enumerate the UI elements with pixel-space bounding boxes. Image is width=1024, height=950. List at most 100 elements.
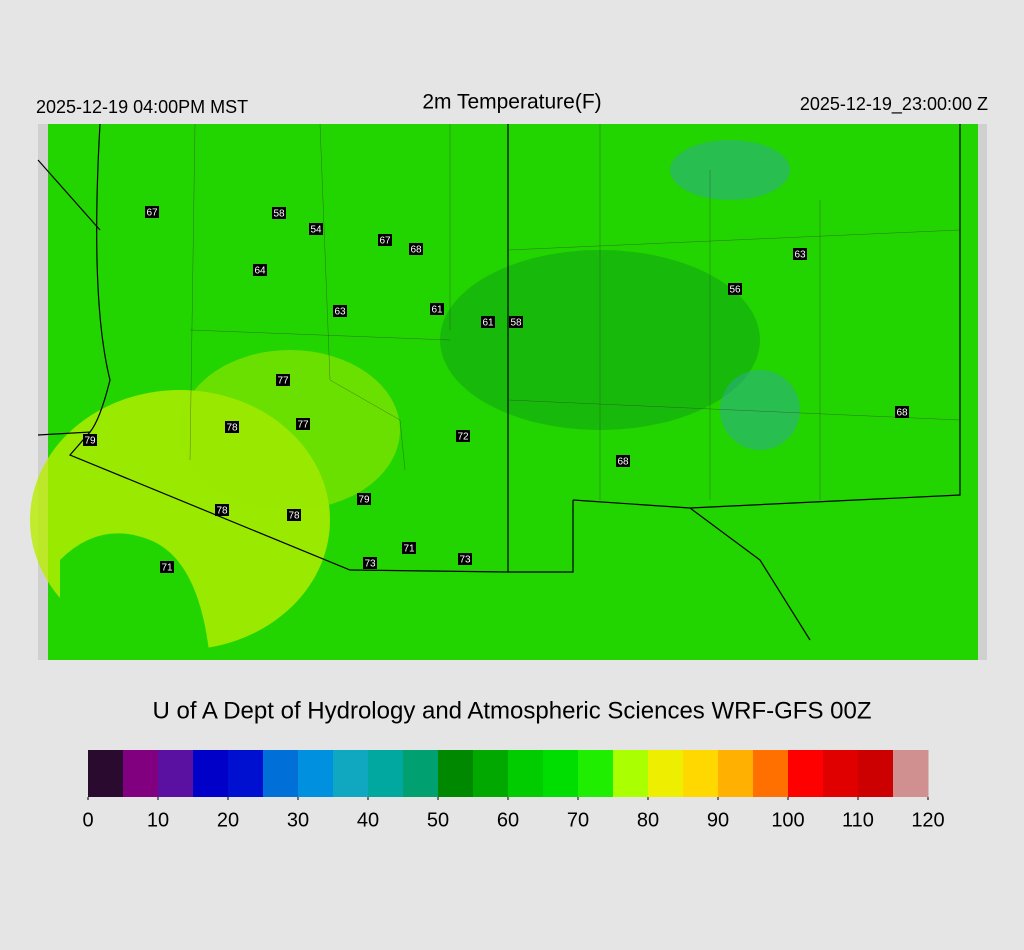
colorbar-segment [88, 750, 124, 797]
station-box [616, 455, 630, 467]
station-temp: 73 [364, 559, 376, 570]
station-box [145, 206, 159, 218]
colorbar-tick-label: 70 [567, 809, 589, 831]
station-box [481, 316, 495, 328]
colorbar-tick-label: 80 [637, 809, 659, 831]
colorbar-segment [193, 750, 229, 797]
colorbar-segment [438, 750, 474, 797]
colorbar-segment [683, 750, 719, 797]
station-temp: 64 [254, 266, 266, 277]
colorbar-segment [578, 750, 614, 797]
colorbar-segment [823, 750, 859, 797]
map-title: 2m Temperature(F) [422, 91, 601, 114]
colorbar-segment [403, 750, 439, 797]
station-box [287, 509, 301, 521]
station-temp: 77 [277, 376, 289, 387]
colorbar-segment [298, 750, 334, 797]
colorbar-segment [508, 750, 544, 797]
station-temp: 72 [457, 432, 469, 443]
station-temp: 78 [226, 423, 238, 434]
station-temp: 68 [617, 457, 629, 468]
colorbar-tick-label: 10 [147, 809, 169, 831]
station-box [895, 406, 909, 418]
colorbar-segment [788, 750, 824, 797]
colorbar-segment [368, 750, 404, 797]
cool-area [720, 370, 800, 450]
station-temp: 63 [334, 307, 346, 318]
station-box [83, 434, 97, 446]
station-temp: 58 [273, 209, 285, 220]
utc-time: 2025-12-19_23:00:00 Z [800, 94, 988, 115]
station-box [225, 421, 239, 433]
colorbar-segment [613, 750, 649, 797]
station-box [402, 542, 416, 554]
station-box [378, 234, 392, 246]
station-box [430, 303, 444, 315]
station-box [793, 248, 807, 260]
colorbar-segment [123, 750, 159, 797]
colorbar-segment [893, 750, 929, 797]
station-box [276, 374, 290, 386]
colorbar-tick-label: 40 [357, 809, 379, 831]
colorbar-tick-label: 0 [82, 809, 93, 831]
colorbar-segment [858, 750, 894, 797]
borders [37, 123, 961, 641]
station-temp: 73 [459, 555, 471, 566]
station-temp: 79 [358, 495, 370, 506]
station-box [728, 283, 742, 295]
colorbar-segment [263, 750, 299, 797]
station-temp: 78 [216, 506, 228, 517]
colorbar-segment [473, 750, 509, 797]
colorbar-segment [543, 750, 579, 797]
colorbar-segment [333, 750, 369, 797]
station-temp: 77 [297, 420, 309, 431]
colorbar-segment [753, 750, 789, 797]
station-temp: 56 [729, 285, 741, 296]
warm-area [180, 350, 400, 510]
colorbar-tick-label: 110 [842, 809, 874, 831]
station-temp: 67 [146, 208, 158, 219]
station-temp: 79 [84, 436, 96, 447]
colorbar-segment [158, 750, 194, 797]
local-time: 2025-12-19 04:00PM MST [36, 97, 248, 117]
station-box [253, 264, 267, 276]
colorbar-segment [228, 750, 264, 797]
station-box [309, 223, 323, 235]
station-temp: 67 [379, 236, 391, 247]
station-temp: 68 [410, 245, 422, 256]
station-box [160, 561, 174, 573]
station-temp: 71 [403, 544, 415, 555]
station-box [409, 243, 423, 255]
colorbar-tick-label: 120 [911, 809, 944, 831]
station-labels: 67 58 54 67 68 64 63 61 61 58 56 63 77 78 77 72 79 68 68 79… [83, 206, 909, 574]
cool-area [670, 140, 790, 200]
colorbar: 0 10 20 30 40 50 60 70 80 90 100 110 120 [82, 750, 945, 831]
station-box [215, 504, 229, 516]
credit: U of A Dept of Hydrology and Atmospheric… [153, 697, 872, 724]
station-temp: 58 [510, 318, 522, 329]
station-box [458, 553, 472, 565]
station-temp: 54 [310, 225, 322, 236]
station-temp: 61 [431, 305, 443, 316]
colorbar-segment [648, 750, 684, 797]
station-box [272, 207, 286, 219]
colorbar-tick-label: 30 [287, 809, 309, 831]
station-box [509, 316, 523, 328]
county-lines [189, 123, 961, 500]
colorbar-tick-label: 90 [707, 809, 729, 831]
station-temp: 63 [794, 250, 806, 261]
station-box [357, 493, 371, 505]
station-temp: 71 [161, 563, 173, 574]
station-box [456, 430, 470, 442]
colorbar-tick-label: 100 [771, 809, 804, 831]
station-box [296, 418, 310, 430]
station-box [363, 557, 377, 569]
station-temp: 78 [288, 511, 300, 522]
colorbar-tick-label: 20 [217, 809, 239, 831]
colorbar-tick-label: 60 [497, 809, 519, 831]
station-box [333, 305, 347, 317]
map [30, 123, 987, 660]
station-temp: 61 [482, 318, 494, 329]
